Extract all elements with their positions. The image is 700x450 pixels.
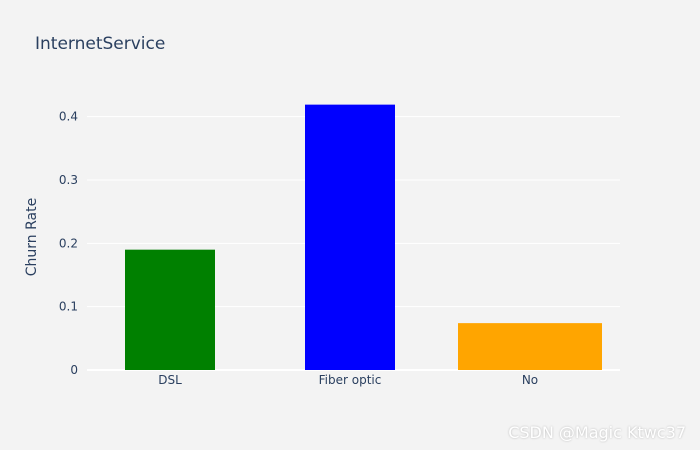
y-tick-label: 0.2 xyxy=(59,236,78,250)
bar[interactable] xyxy=(458,323,602,370)
bar[interactable] xyxy=(125,249,215,370)
chart-title: InternetService xyxy=(35,34,166,54)
x-tick-label: DSL xyxy=(158,373,182,387)
x-axis-ticks: DSL Fiber optic No xyxy=(158,373,538,387)
watermark: CSDN @Magic Ktwc37 xyxy=(508,423,686,442)
y-axis-ticks: 0 0.1 0.2 0.3 0.4 xyxy=(59,110,78,377)
y-tick-label: 0.4 xyxy=(59,110,78,124)
bar[interactable] xyxy=(305,104,395,370)
x-tick-label: No xyxy=(522,373,538,387)
y-tick-label: 0 xyxy=(70,363,78,377)
y-tick-label: 0.1 xyxy=(59,300,78,314)
x-tick-label: Fiber optic xyxy=(319,373,382,387)
bars xyxy=(125,104,602,370)
y-axis-label: Churn Rate xyxy=(24,198,40,276)
y-tick-label: 0.3 xyxy=(59,173,78,187)
